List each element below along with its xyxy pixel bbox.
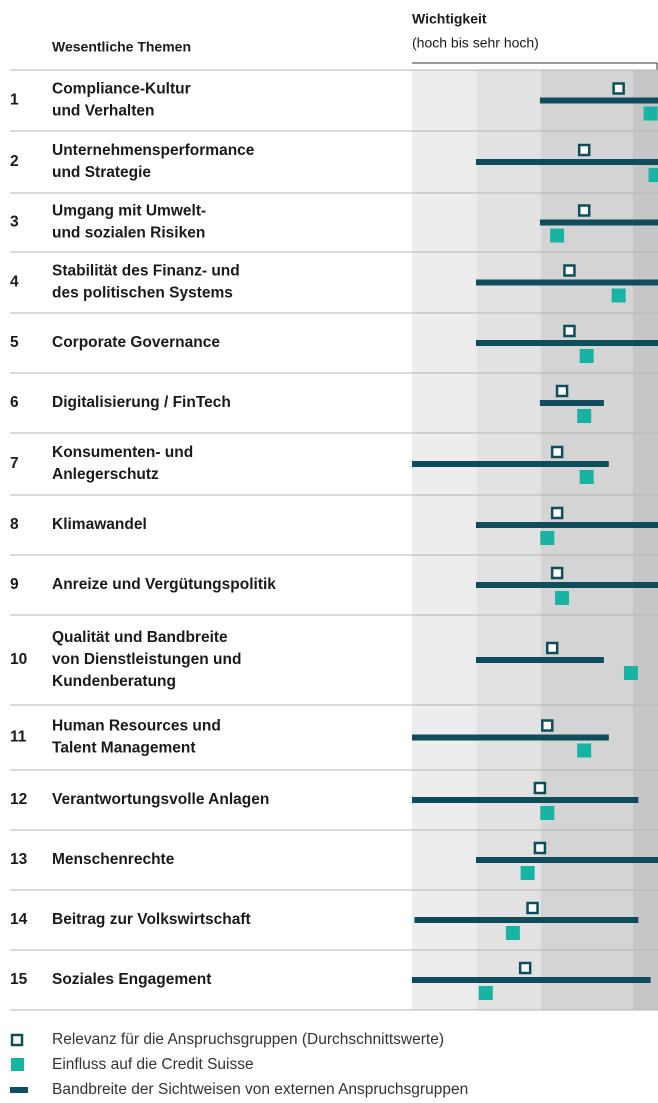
bands	[412, 70, 658, 1010]
relevance-marker	[550, 566, 564, 580]
influence-marker	[579, 470, 594, 484]
row-label: des politischen Systems	[52, 285, 233, 302]
influence-marker	[623, 666, 638, 680]
row-label: Soziales Engagement	[52, 971, 211, 988]
range-bar	[475, 657, 604, 663]
band	[633, 70, 658, 1010]
relevance-marker	[533, 781, 547, 795]
influence-marker	[579, 349, 594, 363]
influence-marker	[520, 866, 535, 880]
row-label: Anreize und Vergütungspolitik	[52, 576, 276, 593]
row-number: 1	[10, 92, 19, 109]
band	[541, 70, 633, 1010]
range-bar	[475, 159, 658, 165]
band	[477, 70, 541, 1010]
row-number: 14	[10, 911, 28, 928]
relevance-marker	[577, 143, 591, 157]
range-bar	[539, 97, 658, 104]
legend-icon	[11, 1058, 24, 1071]
relevance-marker	[545, 641, 559, 655]
row-label: Anlegerschutz	[52, 466, 159, 483]
row-label: Corporate Governance	[52, 334, 220, 351]
influence-marker	[611, 288, 626, 303]
row-label: Beitrag zur Volkswirtschaft	[52, 911, 251, 928]
influence-marker	[577, 409, 592, 423]
row-label: Compliance-Kultur	[52, 81, 191, 98]
legend-icon	[10, 1087, 28, 1093]
row-label: Stabilität des Finanz- und	[52, 263, 240, 280]
row-label: Verantwortungsvolle Anlagen	[52, 791, 269, 808]
row-number: 15	[10, 971, 28, 988]
row-label: Human Resources und	[52, 718, 221, 735]
range-bar	[475, 340, 658, 346]
relevance-marker	[563, 324, 576, 338]
row-label: Digitalisierung / FinTech	[52, 394, 231, 411]
band	[412, 70, 477, 1010]
relevance-marker	[555, 384, 569, 398]
range-bar	[475, 582, 658, 588]
influence-marker	[555, 591, 570, 605]
relevance-marker	[550, 506, 564, 520]
row-label: und sozialen Risiken	[52, 225, 205, 242]
row-label: und Verhalten	[52, 103, 155, 120]
row-label: Klimawandel	[52, 516, 147, 533]
relevance-marker	[518, 961, 532, 975]
relevance-marker	[526, 901, 539, 915]
row-number: 10	[10, 651, 27, 668]
relevance-marker	[533, 841, 547, 855]
range-bar	[414, 917, 639, 923]
influence-marker	[478, 986, 493, 1000]
relevance-marker	[541, 719, 554, 732]
row-label: Talent Management	[52, 740, 196, 757]
range-bar	[475, 857, 658, 863]
row-number: 2	[10, 153, 19, 170]
influence-marker	[505, 926, 520, 940]
influence-marker	[648, 168, 658, 182]
row-number: 8	[10, 516, 19, 533]
row-header: Wesentliche Themen	[52, 39, 191, 55]
row-number: 5	[10, 334, 19, 351]
row-label: Umgang mit Umwelt-	[52, 203, 206, 220]
range-bar	[412, 734, 609, 741]
range-bar	[539, 219, 658, 226]
row-number: 9	[10, 576, 19, 593]
range-bar	[412, 977, 651, 983]
relevance-marker	[612, 82, 625, 95]
legend-icon	[10, 1033, 24, 1047]
row-number: 12	[10, 791, 27, 808]
row-label: und Strategie	[52, 164, 151, 181]
legend-label: Einfluss auf die Credit Suisse	[52, 1056, 254, 1073]
legend-label: Bandbreite der Sichtweisen von externen …	[52, 1081, 468, 1098]
range-bar	[475, 279, 658, 286]
influence-marker	[643, 106, 658, 121]
row-label: Konsumenten- und	[52, 444, 193, 461]
range-bar	[475, 522, 658, 528]
influence-marker	[540, 806, 555, 820]
influence-marker	[540, 531, 555, 545]
row-number: 13	[10, 851, 28, 868]
influence-marker	[577, 743, 592, 758]
relevance-marker	[550, 445, 564, 459]
row-number: 3	[10, 214, 19, 231]
axis-subtitle: (hoch bis sehr hoch)	[412, 35, 539, 51]
row-number: 4	[10, 274, 19, 291]
row-number: 11	[10, 729, 27, 746]
row-label: Kundenberatung	[52, 673, 176, 690]
relevance-marker	[563, 264, 576, 277]
range-bar	[539, 400, 604, 406]
axis-title: Wichtigkeit	[412, 11, 487, 27]
row-number: 7	[10, 455, 19, 472]
range-bar	[412, 797, 639, 803]
row-label: Qualität und Bandbreite	[52, 629, 228, 646]
row-label: Unternehmensperformance	[52, 142, 255, 159]
range-bar	[412, 461, 609, 467]
influence-marker	[550, 228, 565, 243]
row-label: Menschenrechte	[52, 851, 175, 868]
row-label: von Dienstleistungen und	[52, 651, 241, 668]
relevance-marker	[577, 204, 591, 217]
legend-label: Relevanz für die Anspruchsgruppen (Durch…	[52, 1031, 444, 1048]
row-number: 6	[10, 394, 19, 411]
